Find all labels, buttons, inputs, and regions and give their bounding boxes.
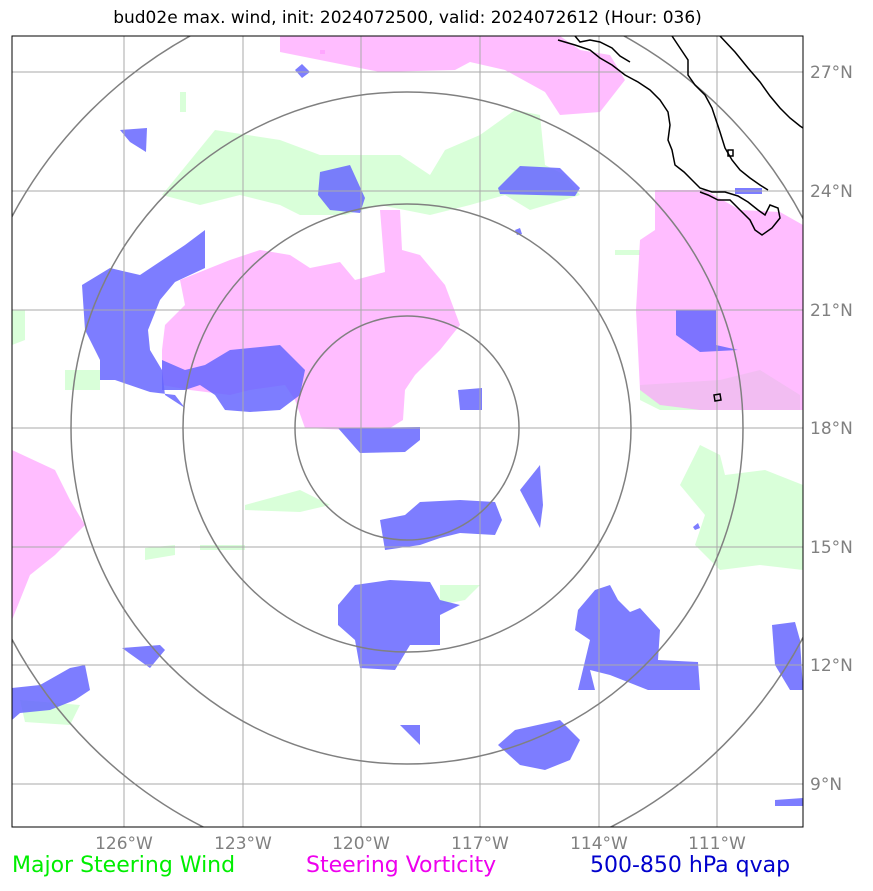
vorticity-area: [280, 36, 625, 115]
lat-label: 24°N: [810, 182, 853, 202]
lat-label: 27°N: [810, 63, 853, 83]
wind-area: [245, 490, 330, 512]
wind-area: [440, 585, 480, 605]
lon-label: 111°W: [688, 834, 746, 854]
qvap-area: [380, 500, 502, 550]
legend-qvap: 500-850 hPa qvap: [590, 853, 791, 878]
qvap-area: [498, 166, 580, 196]
lon-label: 123°W: [214, 834, 272, 854]
coastline-island: [727, 149, 734, 157]
lat-label: 18°N: [810, 419, 853, 439]
qvap-area: [12, 665, 90, 720]
graticule: [12, 36, 803, 827]
vorticity-area: [320, 50, 325, 54]
map-frame: [11, 35, 804, 828]
lon-label: 126°W: [95, 834, 153, 854]
qvap-area: [772, 622, 803, 690]
lat-label: 12°N: [810, 656, 853, 676]
longitude-labels: 126°W 123°W 120°W 117°W 114°W 111°W: [95, 834, 746, 854]
qvap-layer: [12, 64, 803, 806]
range-ring: [70, 91, 744, 765]
vorticity-area: [12, 450, 85, 620]
lon-label: 117°W: [451, 834, 509, 854]
coastline: [557, 36, 803, 402]
coastline-baja: [557, 39, 781, 236]
range-ring: [182, 203, 632, 653]
lat-label: 21°N: [810, 301, 853, 321]
lat-label: 9°N: [810, 775, 842, 795]
latitude-labels: 27°N 24°N 21°N 18°N 15°N 12°N 9°N: [810, 63, 853, 795]
lat-label: 15°N: [810, 538, 853, 558]
qvap-area: [120, 128, 147, 152]
qvap-area: [318, 165, 365, 213]
lon-label: 120°W: [332, 834, 390, 854]
qvap-area: [775, 798, 803, 806]
legend-steering-vorticity: Steering Vorticity: [306, 853, 497, 878]
wind-area: [12, 310, 25, 345]
coastline-sonora: [719, 36, 803, 129]
legend-steering-wind: Major Steering Wind: [12, 853, 236, 878]
coastline-gulf: [574, 36, 631, 63]
qvap-area: [458, 388, 482, 410]
coastline-mainland: [671, 36, 769, 191]
vorticity-area: [162, 210, 460, 430]
range-rings: [12, 36, 803, 827]
wind-area: [145, 545, 175, 560]
range-ring: [294, 315, 520, 541]
map-title: bud02e max. wind, init: 2024072500, vali…: [113, 8, 702, 28]
qvap-area: [520, 465, 543, 528]
qvap-area: [575, 585, 700, 690]
qvap-area: [338, 427, 420, 453]
qvap-area: [162, 345, 305, 412]
qvap-area: [82, 230, 205, 408]
qvap-area: [122, 645, 165, 668]
qvap-area: [498, 720, 580, 770]
wind-area: [162, 110, 580, 215]
lon-label: 114°W: [570, 834, 628, 854]
qvap-area: [676, 310, 738, 352]
qvap-area: [338, 580, 460, 670]
wind-area: [65, 370, 100, 390]
wind-area: [680, 445, 803, 570]
wind-area: [615, 250, 640, 255]
qvap-area: [693, 523, 700, 530]
qvap-area: [400, 725, 420, 745]
wind-area: [180, 92, 186, 112]
qvap-area: [295, 64, 310, 78]
coastline-island: [713, 393, 722, 402]
vorticity-area: [636, 190, 803, 410]
